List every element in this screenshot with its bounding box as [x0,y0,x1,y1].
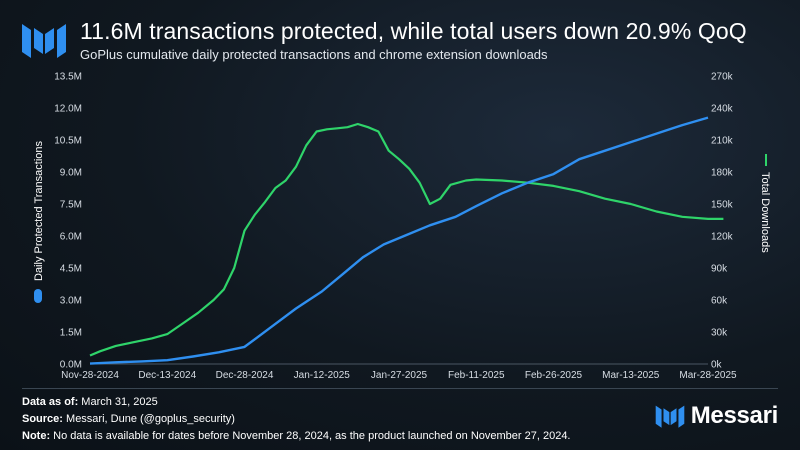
y-left-tick-label: 12.0M [54,104,82,115]
y-right-axis-title-group: Total Downloads [759,154,771,253]
brand-block: Messari [655,402,778,430]
x-tick-label: Jan-27-2025 [371,370,428,381]
y-right-tick-label: 90k [711,264,728,275]
y-right-axis-title: Total Downloads [759,172,771,253]
right-axis-ticks: 0k 30k 60k 90k 120k 150k 180k 210k 240k 270k [711,72,734,371]
y-right-tick-label: 0k [711,360,723,371]
x-tick-label: Mar-13-2025 [602,370,660,381]
left-axis-ticks: 0.0M 1.5M 3.0M 4.5M 6.0M 7.5M 9.0M 10.5M 12.0M 13… [54,72,82,371]
x-tick-label: Dec-13-2024 [138,370,196,381]
y-left-axis-title: Daily Protected Transactions [33,140,45,281]
legend-swatch-downloads [765,154,767,166]
messari-logo-icon [22,20,66,60]
series-line-total-downloads [89,122,724,357]
y-left-axis-title-group: Daily Protected Transactions [33,140,45,303]
y-right-tick-label: 210k [711,136,734,147]
x-tick-label: Dec-28-2024 [216,370,274,381]
y-right-tick-label: 120k [711,232,734,243]
x-tick-label: Nov-28-2024 [61,370,119,381]
y-left-tick-label: 4.5M [60,264,82,275]
footer-note: Note: No data is available for dates bef… [22,430,571,442]
footer-divider [22,388,778,389]
data-as-of-label: Data as of: [22,396,79,408]
messari-brand-icon [655,405,685,428]
y-right-tick-label: 60k [711,296,728,307]
data-as-of-value: March 31, 2025 [78,396,158,408]
y-right-tick-label: 150k [711,200,734,211]
note-label: Note: [22,430,51,442]
y-left-tick-label: 6.0M [60,232,82,243]
footer-data-as-of: Data as of: March 31, 2025 [22,396,158,408]
source-value: Messari, Dune (@goplus_security) [62,413,235,425]
footer-source: Source: Messari, Dune (@goplus_security) [22,413,235,425]
line-chart: 0.0M 1.5M 3.0M 4.5M 6.0M 7.5M 9.0M 10.5M 12.0M 13… [33,71,771,381]
y-right-tick-label: 270k [711,72,734,83]
y-right-tick-label: 180k [711,168,734,179]
y-left-tick-label: 3.0M [60,296,82,307]
y-left-tick-label: 1.5M [60,328,82,339]
x-tick-label: Feb-26-2025 [525,370,583,381]
series-line-daily-protected-transactions [89,116,709,365]
x-tick-label: Jan-12-2025 [294,370,351,381]
y-left-tick-label: 0.0M [60,360,82,371]
x-tick-label: Feb-11-2025 [448,370,505,381]
legend-swatch-transactions [34,289,42,303]
y-right-tick-label: 30k [711,328,728,339]
chart-title: 11.6M transactions protected, while tota… [80,18,747,44]
source-label: Source: [22,413,63,425]
y-left-tick-label: 9.0M [60,168,82,179]
note-value: No data is available for dates before No… [50,430,571,442]
x-tick-label: Mar-28-2025 [679,370,737,381]
brand-name: Messari [690,402,779,429]
x-axis-ticks: Nov-28-2024 Dec-13-2024 Dec-28-2024 Jan-12-… [61,370,737,381]
y-left-tick-label: 13.5M [54,72,82,83]
y-left-tick-label: 10.5M [54,136,82,147]
chart-subtitle: GoPlus cumulative daily protected transa… [80,47,548,62]
y-left-tick-label: 7.5M [60,200,82,211]
y-right-tick-label: 240k [711,104,734,115]
